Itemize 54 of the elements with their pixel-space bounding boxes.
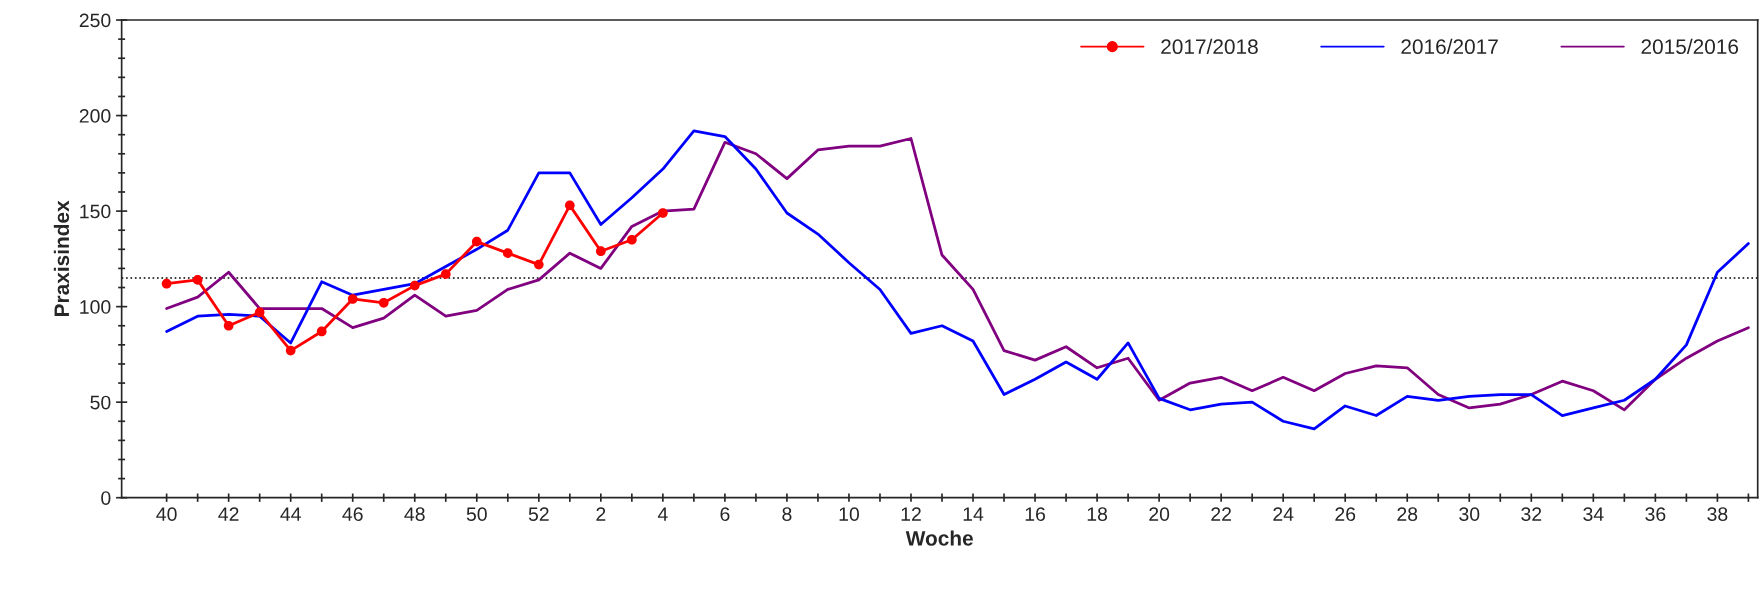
x-tick-label: 12 [901, 507, 921, 521]
point [595, 246, 606, 257]
y-axis-title: Praxisindex [53, 200, 70, 316]
point [471, 236, 482, 247]
point [347, 294, 358, 304]
legend-label: 2017/2018 [1161, 38, 1258, 55]
x-tick-label: 24 [1273, 507, 1294, 521]
x-tick-label: 42 [218, 507, 239, 521]
x-tick-label: 52 [528, 507, 549, 522]
x-tick-label: 18 [1087, 507, 1108, 522]
point [409, 280, 420, 291]
point [502, 248, 513, 258]
legend-label: 2015/2016 [1641, 38, 1739, 55]
x-tick-label: 44 [280, 507, 301, 521]
y-tick-label: 250 [79, 13, 111, 28]
x-tick-label: 6 [720, 507, 730, 522]
point [440, 269, 451, 280]
x-tick-label: 20 [1149, 507, 1170, 522]
x-tick-label: 36 [1645, 507, 1666, 522]
point [564, 200, 575, 211]
x-tick-label: 28 [1397, 507, 1418, 522]
y-tick-label: 0 [101, 491, 111, 505]
x-tick-label: 8 [782, 507, 792, 522]
x-tick-label: 10 [839, 507, 860, 522]
y-tick-label: 200 [79, 109, 111, 123]
legend-label: 2016/2017 [1401, 38, 1498, 55]
point [161, 278, 172, 289]
x-tick-label: 14 [963, 507, 984, 521]
x-tick-label: 32 [1521, 507, 1542, 522]
x-tick-label: 46 [342, 507, 363, 522]
y-tick-label: 50 [90, 395, 111, 410]
x-tick-label: 50 [466, 507, 487, 522]
x-tick-label: 4 [657, 507, 668, 521]
point [192, 275, 203, 285]
point [254, 307, 265, 318]
point [223, 320, 234, 331]
x-tick-label: 22 [1211, 507, 1231, 521]
point [378, 297, 389, 308]
point [316, 326, 327, 337]
point [285, 345, 296, 356]
x-axis-title: Woche [905, 530, 973, 546]
x-tick-label: 2 [596, 507, 606, 521]
point [533, 259, 544, 270]
x-tick-label: 48 [404, 507, 425, 522]
point [626, 234, 637, 245]
x-tick-label: 16 [1025, 507, 1046, 522]
x-tick-label: 30 [1459, 507, 1480, 522]
x-tick-label: 40 [156, 507, 177, 522]
x-tick-label: 38 [1707, 507, 1728, 522]
x-tick-label: 34 [1583, 507, 1604, 522]
x-tick-label: 26 [1335, 507, 1356, 522]
y-tick-label: 100 [80, 300, 111, 314]
point [658, 208, 668, 218]
y-tick-label: 150 [80, 204, 111, 219]
